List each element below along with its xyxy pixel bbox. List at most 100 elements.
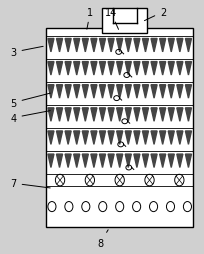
Polygon shape — [142, 39, 148, 53]
Polygon shape — [73, 39, 79, 53]
Polygon shape — [82, 85, 88, 99]
Polygon shape — [150, 108, 156, 122]
Polygon shape — [48, 108, 54, 122]
Polygon shape — [99, 131, 105, 145]
Polygon shape — [56, 108, 62, 122]
Polygon shape — [116, 154, 122, 168]
Polygon shape — [133, 85, 139, 99]
Polygon shape — [159, 108, 165, 122]
Polygon shape — [184, 131, 191, 145]
Polygon shape — [184, 62, 191, 76]
Polygon shape — [176, 62, 182, 76]
Polygon shape — [99, 154, 105, 168]
Polygon shape — [108, 62, 114, 76]
Polygon shape — [184, 85, 191, 99]
Polygon shape — [82, 62, 88, 76]
Polygon shape — [82, 131, 88, 145]
Polygon shape — [159, 131, 165, 145]
Polygon shape — [184, 108, 191, 122]
Polygon shape — [176, 154, 182, 168]
Polygon shape — [167, 39, 173, 53]
Text: 7: 7 — [10, 179, 50, 188]
Polygon shape — [176, 85, 182, 99]
Polygon shape — [116, 108, 122, 122]
Text: 14: 14 — [104, 8, 118, 30]
Polygon shape — [56, 39, 62, 53]
Text: 2: 2 — [144, 8, 165, 22]
Polygon shape — [90, 85, 96, 99]
Polygon shape — [142, 62, 148, 76]
Polygon shape — [125, 62, 131, 76]
Polygon shape — [176, 108, 182, 122]
Polygon shape — [90, 62, 96, 76]
Text: 5: 5 — [10, 94, 50, 108]
Polygon shape — [142, 108, 148, 122]
Polygon shape — [125, 39, 131, 53]
Polygon shape — [65, 62, 71, 76]
Polygon shape — [48, 39, 54, 53]
Polygon shape — [90, 131, 96, 145]
Polygon shape — [65, 108, 71, 122]
Polygon shape — [99, 108, 105, 122]
Polygon shape — [108, 85, 114, 99]
Polygon shape — [125, 154, 131, 168]
Polygon shape — [99, 85, 105, 99]
Polygon shape — [167, 85, 173, 99]
Polygon shape — [90, 108, 96, 122]
Polygon shape — [82, 154, 88, 168]
Polygon shape — [56, 131, 62, 145]
Polygon shape — [108, 108, 114, 122]
Polygon shape — [150, 39, 156, 53]
Polygon shape — [116, 62, 122, 76]
Polygon shape — [65, 39, 71, 53]
Bar — [102, 9, 146, 34]
Polygon shape — [65, 131, 71, 145]
Polygon shape — [184, 39, 191, 53]
Polygon shape — [48, 62, 54, 76]
Polygon shape — [125, 85, 131, 99]
Polygon shape — [73, 62, 79, 76]
Polygon shape — [150, 131, 156, 145]
Polygon shape — [167, 62, 173, 76]
Polygon shape — [142, 154, 148, 168]
Polygon shape — [108, 39, 114, 53]
Polygon shape — [142, 131, 148, 145]
Polygon shape — [99, 62, 105, 76]
Polygon shape — [56, 85, 62, 99]
Polygon shape — [48, 85, 54, 99]
Polygon shape — [184, 154, 191, 168]
Polygon shape — [133, 131, 139, 145]
Text: 8: 8 — [97, 230, 108, 248]
Polygon shape — [90, 39, 96, 53]
Polygon shape — [99, 39, 105, 53]
Polygon shape — [65, 154, 71, 168]
Polygon shape — [56, 154, 62, 168]
Polygon shape — [176, 39, 182, 53]
Bar — [46, 29, 193, 228]
Polygon shape — [150, 62, 156, 76]
Polygon shape — [159, 154, 165, 168]
Polygon shape — [82, 108, 88, 122]
Polygon shape — [48, 154, 54, 168]
Polygon shape — [133, 39, 139, 53]
Polygon shape — [125, 108, 131, 122]
Polygon shape — [116, 131, 122, 145]
Polygon shape — [108, 154, 114, 168]
Polygon shape — [56, 62, 62, 76]
Polygon shape — [159, 39, 165, 53]
Polygon shape — [150, 85, 156, 99]
Polygon shape — [73, 108, 79, 122]
Text: 3: 3 — [10, 47, 43, 58]
Polygon shape — [159, 85, 165, 99]
Polygon shape — [133, 62, 139, 76]
Polygon shape — [90, 154, 96, 168]
Polygon shape — [116, 39, 122, 53]
Polygon shape — [176, 131, 182, 145]
Polygon shape — [73, 131, 79, 145]
Polygon shape — [150, 154, 156, 168]
Text: 1: 1 — [86, 8, 93, 30]
Polygon shape — [73, 85, 79, 99]
Polygon shape — [73, 154, 79, 168]
Polygon shape — [167, 154, 173, 168]
Polygon shape — [48, 131, 54, 145]
